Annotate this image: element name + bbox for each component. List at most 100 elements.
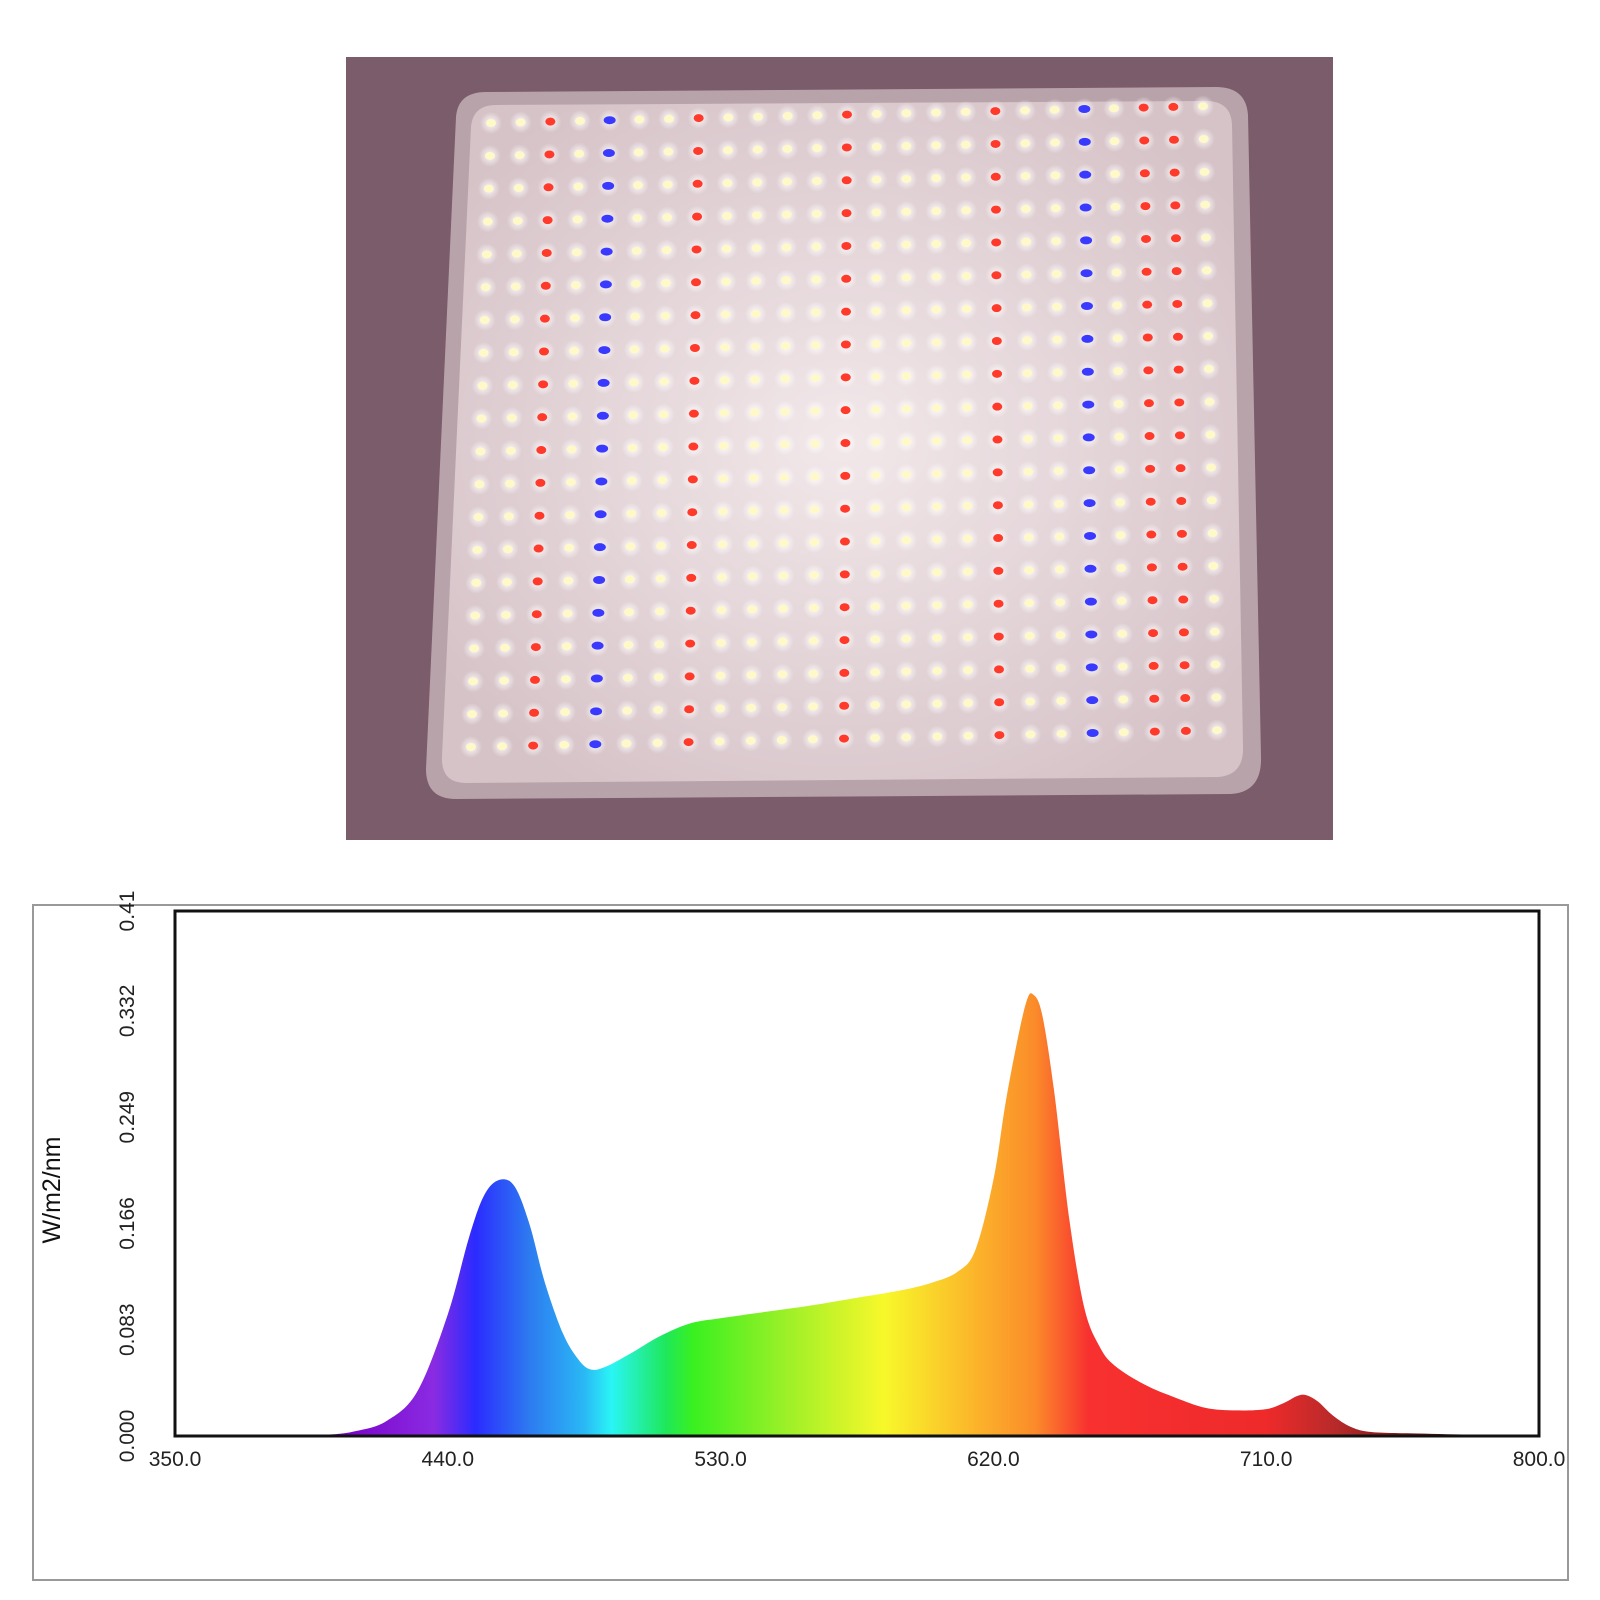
led (1050, 138, 1061, 147)
led (993, 599, 1004, 608)
led (991, 304, 1002, 313)
led (901, 207, 912, 216)
led (932, 633, 943, 642)
led (1145, 464, 1156, 473)
led (809, 505, 820, 514)
led (685, 606, 696, 615)
led (545, 117, 556, 126)
led (689, 343, 700, 352)
led (840, 439, 851, 448)
led (779, 407, 790, 416)
led (660, 279, 671, 288)
led (752, 145, 763, 154)
led (1080, 302, 1093, 311)
led (652, 738, 663, 747)
led (809, 472, 820, 481)
led (960, 140, 971, 149)
led (1078, 105, 1091, 113)
led (1149, 727, 1160, 736)
led (506, 413, 517, 422)
led (839, 701, 850, 710)
led (901, 339, 912, 348)
led (841, 143, 852, 152)
led (562, 609, 573, 618)
led (749, 441, 760, 450)
led (499, 676, 510, 685)
led (901, 733, 912, 742)
led (809, 538, 820, 547)
led (1138, 103, 1149, 112)
led (992, 435, 1003, 444)
led (600, 247, 613, 256)
led (594, 510, 607, 519)
led (1206, 463, 1217, 472)
led (870, 405, 881, 414)
led (776, 736, 787, 744)
led (1086, 729, 1099, 737)
led (1020, 106, 1030, 115)
led (993, 632, 1004, 641)
led (901, 503, 912, 512)
led (536, 446, 547, 455)
led (960, 107, 971, 116)
led (1177, 562, 1188, 571)
led (596, 444, 609, 453)
led (509, 315, 520, 324)
led (1180, 726, 1191, 735)
led (809, 571, 820, 580)
led (1198, 135, 1209, 144)
led (691, 245, 702, 254)
led (624, 575, 635, 584)
led (629, 345, 640, 354)
led (841, 274, 852, 283)
led (931, 404, 942, 413)
led (870, 701, 881, 710)
led (632, 214, 643, 223)
led (540, 281, 551, 290)
led (1079, 203, 1092, 212)
led (1170, 234, 1181, 243)
led (931, 371, 942, 380)
led (593, 543, 606, 552)
led (686, 541, 697, 550)
chart-outer-frame (32, 904, 1569, 1581)
led (1117, 629, 1128, 638)
led (963, 666, 974, 675)
led (592, 608, 605, 617)
led (627, 443, 638, 452)
led (656, 508, 667, 517)
led (539, 314, 550, 323)
led (1198, 102, 1208, 111)
led (1199, 167, 1210, 176)
led (1175, 464, 1186, 473)
led (901, 634, 912, 643)
led (566, 445, 577, 454)
led (717, 507, 728, 516)
led (565, 511, 576, 520)
led (531, 610, 542, 619)
led (1085, 630, 1098, 639)
led (717, 540, 728, 549)
led (751, 276, 762, 285)
led (560, 675, 571, 684)
led (474, 480, 485, 489)
led (720, 343, 731, 352)
led (1146, 530, 1157, 539)
led (1200, 233, 1211, 242)
led (603, 116, 616, 125)
led (683, 738, 694, 747)
led (1113, 367, 1124, 376)
led (870, 504, 881, 513)
led (659, 377, 670, 386)
led (1082, 400, 1095, 409)
led (514, 151, 525, 160)
led (990, 139, 1001, 148)
led (569, 346, 580, 355)
led (1212, 726, 1222, 735)
led (871, 109, 882, 118)
led (962, 469, 973, 478)
led (508, 348, 519, 357)
led (687, 475, 698, 484)
led (840, 406, 851, 415)
led (807, 735, 818, 744)
